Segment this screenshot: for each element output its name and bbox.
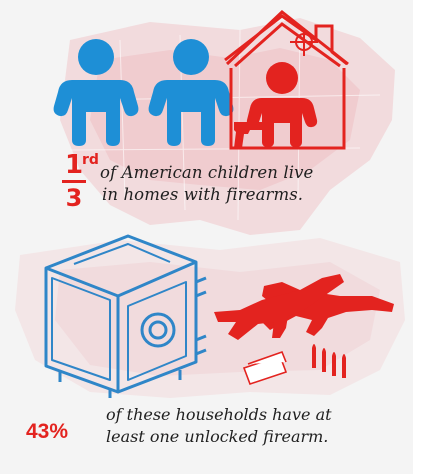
house-icon	[224, 10, 349, 150]
safe-icon	[44, 234, 207, 398]
handgun-icon	[234, 122, 262, 148]
rifle-icon	[214, 274, 344, 340]
fraction-bar	[62, 180, 86, 183]
child-icon	[148, 39, 234, 146]
crosshair-icon	[290, 28, 318, 56]
stat-children-text: of American children live in homes with …	[100, 162, 313, 206]
fraction-one-third: 1 3	[62, 152, 86, 210]
stat-unlocked: 43% of these households have at least on…	[26, 398, 406, 458]
child-icon	[246, 62, 318, 147]
stat-unlocked-line1: of these households have at	[106, 405, 332, 424]
bullet-icon	[312, 344, 346, 378]
fraction-superscript: rd	[82, 152, 99, 168]
child-icon	[53, 39, 139, 146]
stat-children-line1: of American children live	[100, 163, 314, 182]
stat-unlocked-line2: least one unlocked firearm.	[106, 427, 329, 446]
fraction-denominator: 3	[65, 184, 83, 212]
stat-children-line2: in homes with firearms.	[102, 185, 304, 204]
percent-value: 43%	[26, 420, 69, 443]
money-icon	[242, 350, 288, 386]
right-margin	[413, 0, 425, 474]
stat-unlocked-text: of these households have at least one un…	[106, 404, 332, 448]
stat-children: 1 3 rd of American children live in home…	[62, 152, 402, 212]
fraction-numerator: 1	[64, 150, 84, 180]
